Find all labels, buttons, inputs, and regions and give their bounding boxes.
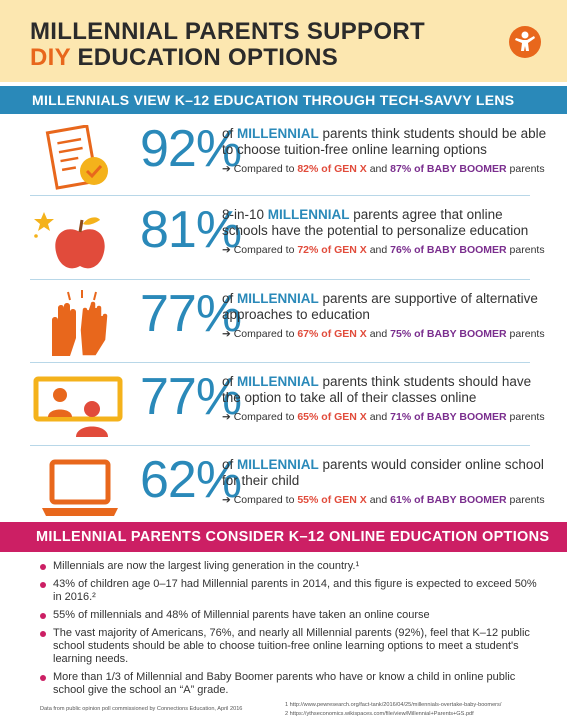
list-item: More than 1/3 of Millennial and Baby Boo… xyxy=(38,671,548,697)
apple-icon xyxy=(30,206,130,278)
stat-percent: 81% xyxy=(140,201,242,259)
list-item: The vast majority of Americans, 76%, and… xyxy=(38,627,548,666)
stat-percent: 92% xyxy=(140,120,242,178)
stat-text: of MILLENNIAL parents think students sho… xyxy=(222,126,552,158)
divider xyxy=(30,445,530,446)
list-item: 43% of children age 0–17 had Millennial … xyxy=(38,578,548,604)
title-accent: DIY xyxy=(30,44,71,71)
cmp-mid: and xyxy=(366,494,391,506)
stat-percent: 77% xyxy=(140,285,242,343)
cmp-post: parents xyxy=(506,494,545,506)
list-item: 55% of millennials and 48% of Millennial… xyxy=(38,609,548,622)
cmp-mid: and xyxy=(366,244,391,256)
footer-ref2: 2 https://ythseconomics.wikispaces.com/f… xyxy=(285,711,474,717)
footer-ref1: 1 http://www.pewresearch.org/fact-tank/2… xyxy=(285,702,502,708)
connections-education-logo-icon xyxy=(509,26,541,58)
cmp-pre: ➔ Compared to xyxy=(222,494,298,506)
cmp-boomer: 76% of BABY BOOMER xyxy=(390,244,507,256)
stat-highlight: MILLENNIAL xyxy=(267,207,350,222)
checklist-icon xyxy=(30,124,130,197)
cmp-boomer: 75% of BABY BOOMER xyxy=(390,328,507,340)
title-line2-rest: EDUCATION OPTIONS xyxy=(70,44,339,71)
header-banner: MILLENNIAL PARENTS SUPPORT DIY EDUCATION… xyxy=(0,0,567,82)
page-title-line1: MILLENNIAL PARENTS SUPPORT xyxy=(30,18,425,45)
video-class-icon xyxy=(30,373,130,445)
bullet-list: Millennials are now the largest living g… xyxy=(38,560,548,702)
stat-text: of MILLENNIAL parents would consider onl… xyxy=(222,457,552,489)
stat-row: 77% of MILLENNIAL parents think students… xyxy=(0,365,567,449)
laptop-icon xyxy=(30,456,130,528)
stat-text: of MILLENNIAL parents are supportive of … xyxy=(222,291,552,323)
stat-text-pre: of xyxy=(222,126,238,141)
divider xyxy=(30,362,530,363)
stat-percent: 77% xyxy=(140,368,242,426)
stat-text-post: parents think students should have the o… xyxy=(222,374,532,405)
stat-highlight: MILLENNIAL xyxy=(237,126,319,141)
stat-row: 92% of MILLENNIAL parents think students… xyxy=(0,117,567,201)
divider xyxy=(30,195,530,196)
clapping-hands-icon xyxy=(30,290,130,362)
cmp-post: parents xyxy=(506,411,545,423)
cmp-genx: 67% of GEN X xyxy=(297,328,367,340)
stat-text-post: parents think students should be able to… xyxy=(222,126,547,157)
stat-row: 62% of MILLENNIAL parents would consider… xyxy=(0,448,567,532)
cmp-boomer: 61% of BABY BOOMER xyxy=(390,494,507,506)
section2-heading: MILLENNIAL PARENTS CONSIDER K–12 ONLINE … xyxy=(0,522,567,552)
cmp-genx: 65% of GEN X xyxy=(297,411,367,423)
footer-source: Data from public opinion poll commission… xyxy=(40,706,243,712)
cmp-genx: 55% of GEN X xyxy=(297,494,367,506)
stat-text-post: parents are supportive of alternative ap… xyxy=(222,291,538,322)
cmp-pre: ➔ Compared to xyxy=(222,163,298,175)
section1-heading: MILLENNIALS VIEW K–12 EDUCATION THROUGH … xyxy=(0,86,567,114)
cmp-post: parents xyxy=(506,163,545,175)
divider xyxy=(30,279,530,280)
cmp-pre: ➔ Compared to xyxy=(222,411,298,423)
stat-row: 77% of MILLENNIAL parents are supportive… xyxy=(0,282,567,366)
stat-row: 81% 8-in-10 MILLENNIAL parents agree tha… xyxy=(0,198,567,282)
cmp-post: parents xyxy=(506,244,545,256)
cmp-genx: 82% of GEN X xyxy=(297,163,367,175)
stat-text-pre: 8-in-10 xyxy=(222,207,268,222)
stat-comparison: ➔ Compared to 55% of GEN X and 61% of BA… xyxy=(222,494,545,506)
cmp-pre: ➔ Compared to xyxy=(222,328,298,340)
cmp-boomer: 71% of BABY BOOMER xyxy=(390,411,507,423)
page-title-line2: DIY EDUCATION OPTIONS xyxy=(30,44,338,72)
stat-comparison: ➔ Compared to 82% of GEN X and 87% of BA… xyxy=(222,163,545,175)
cmp-post: parents xyxy=(506,328,545,340)
cmp-boomer: 87% of BABY BOOMER xyxy=(390,163,507,175)
list-item: Millennials are now the largest living g… xyxy=(38,560,548,573)
stat-highlight: MILLENNIAL xyxy=(237,291,319,306)
stat-comparison: ➔ Compared to 67% of GEN X and 75% of BA… xyxy=(222,328,545,340)
stat-highlight: MILLENNIAL xyxy=(237,457,319,472)
stat-comparison: ➔ Compared to 72% of GEN X and 76% of BA… xyxy=(222,244,545,256)
stat-text-post: parents agree that online schools have t… xyxy=(222,207,529,238)
cmp-mid: and xyxy=(366,328,391,340)
stat-percent: 62% xyxy=(140,451,242,509)
cmp-genx: 72% of GEN X xyxy=(297,244,367,256)
cmp-mid: and xyxy=(366,163,391,175)
cmp-mid: and xyxy=(366,411,391,423)
stat-text-pre: of xyxy=(222,374,238,389)
stat-text-pre: of xyxy=(222,291,238,306)
stat-text: 8-in-10 MILLENNIAL parents agree that on… xyxy=(222,207,552,239)
cmp-pre: ➔ Compared to xyxy=(222,244,298,256)
stat-text-pre: of xyxy=(222,457,238,472)
stat-text-post: parents would consider online school for… xyxy=(222,457,544,488)
stat-highlight: MILLENNIAL xyxy=(237,374,319,389)
stat-comparison: ➔ Compared to 65% of GEN X and 71% of BA… xyxy=(222,411,545,423)
stat-text: of MILLENNIAL parents think students sho… xyxy=(222,374,552,406)
